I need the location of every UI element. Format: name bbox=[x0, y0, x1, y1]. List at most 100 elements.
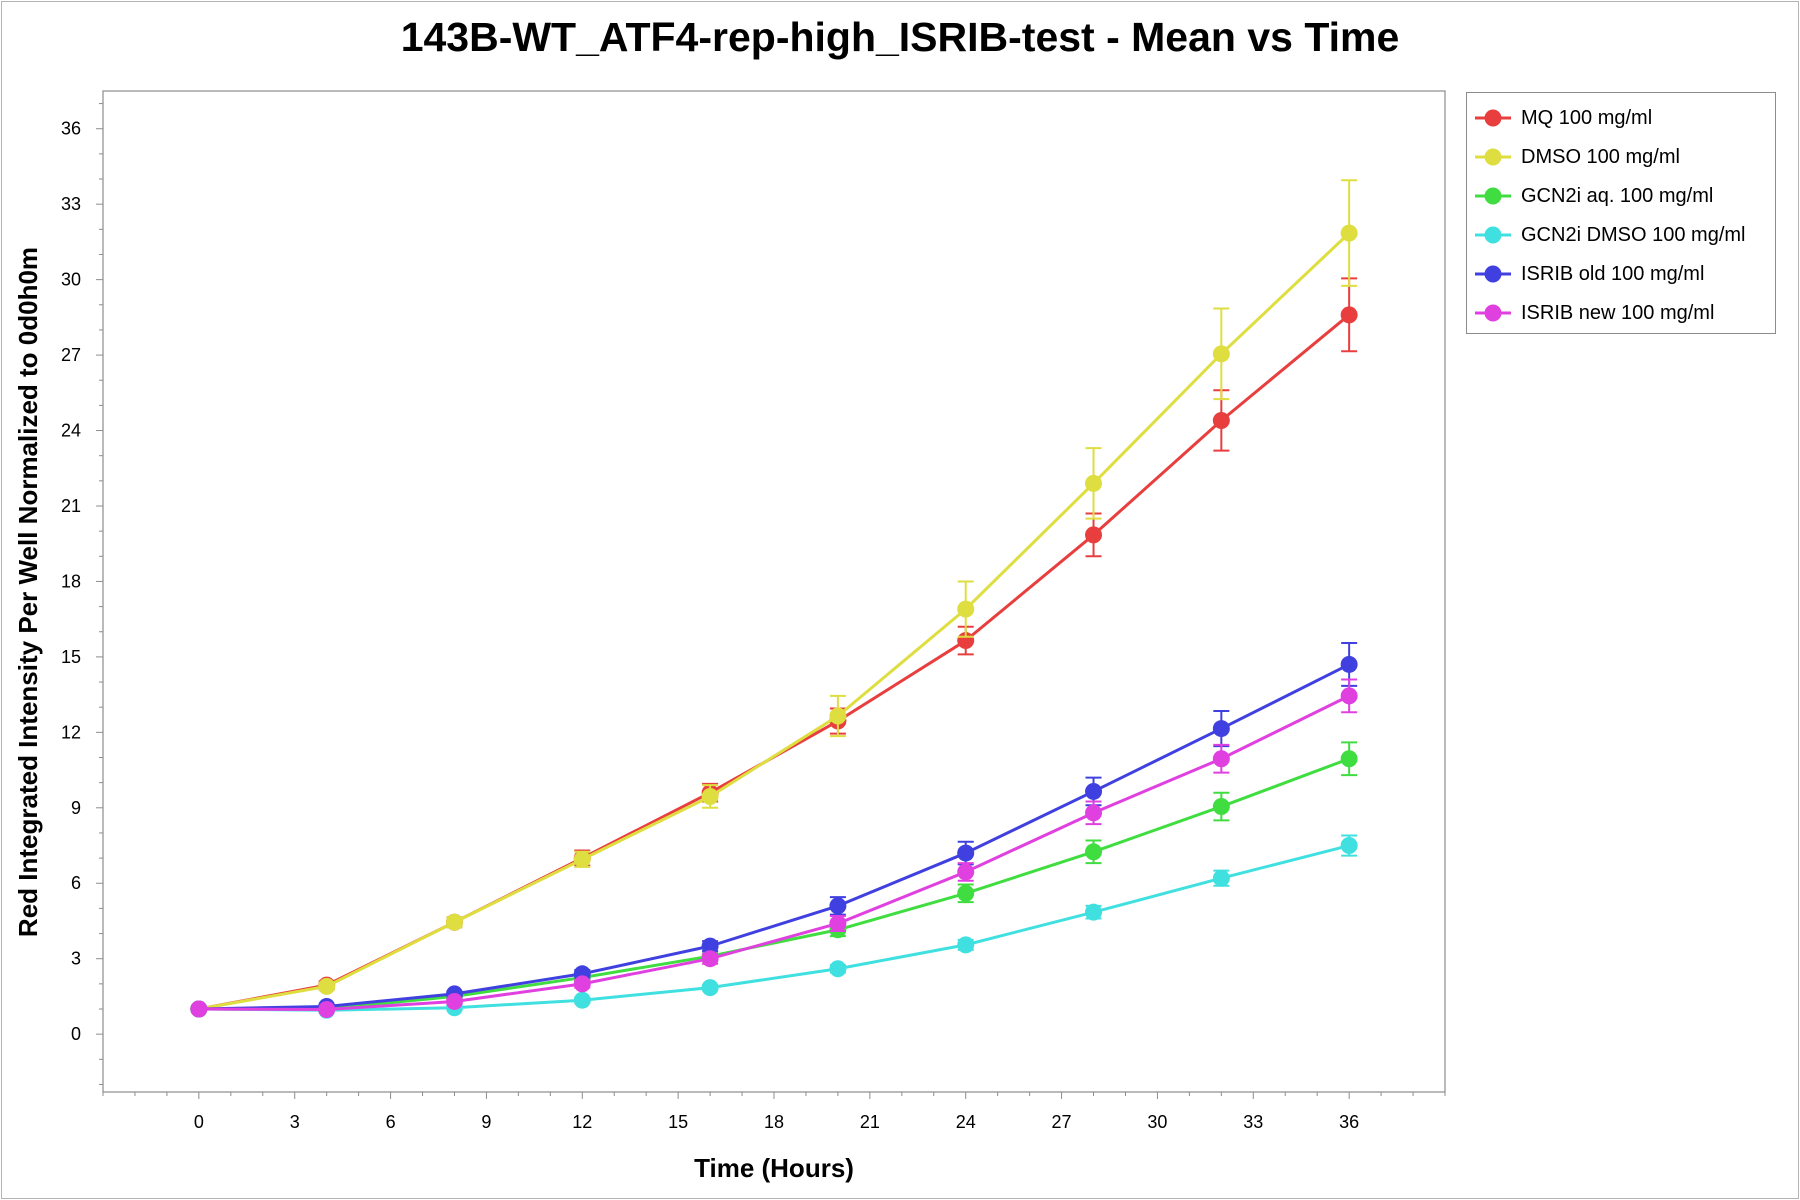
data-point bbox=[1340, 224, 1358, 242]
legend-swatch-marker bbox=[1484, 109, 1502, 127]
data-point bbox=[957, 844, 975, 862]
y-tick-label: 36 bbox=[61, 119, 81, 139]
data-point bbox=[1212, 411, 1230, 429]
legend-label: DMSO 100 mg/ml bbox=[1521, 146, 1680, 168]
legend-item: GCN2i aq. 100 mg/ml bbox=[1467, 179, 1775, 213]
x-tick-label: 27 bbox=[1052, 1112, 1072, 1132]
legend-item: ISRIB new 100 mg/ml bbox=[1467, 296, 1775, 330]
data-point bbox=[573, 991, 591, 1009]
x-tick-label: 15 bbox=[668, 1112, 688, 1132]
data-point bbox=[1340, 306, 1358, 324]
data-point bbox=[1212, 345, 1230, 363]
data-point bbox=[1212, 720, 1230, 738]
y-tick-label: 30 bbox=[61, 270, 81, 290]
series-layer bbox=[190, 179, 1358, 1019]
data-point bbox=[1085, 474, 1103, 492]
legend-swatch bbox=[1475, 109, 1511, 127]
legend-item: MQ 100 mg/ml bbox=[1467, 101, 1775, 135]
data-point bbox=[190, 1000, 208, 1018]
legend-swatch bbox=[1475, 226, 1511, 244]
legend: MQ 100 mg/ml DMSO 100 mg/ml GCN2i aq. 100 … bbox=[1466, 92, 1776, 334]
legend-swatch-marker bbox=[1484, 148, 1502, 166]
legend-swatch bbox=[1475, 187, 1511, 205]
legend-label: MQ 100 mg/ml bbox=[1521, 107, 1653, 129]
y-tick-label: 12 bbox=[61, 722, 81, 742]
data-point bbox=[1212, 869, 1230, 887]
data-point bbox=[957, 863, 975, 881]
data-point bbox=[1212, 750, 1230, 768]
x-tick-label: 6 bbox=[386, 1112, 396, 1132]
data-point bbox=[1085, 526, 1103, 544]
data-point bbox=[829, 897, 847, 915]
legend-label: GCN2i aq. 100 mg/ml bbox=[1521, 185, 1714, 207]
legend-swatch bbox=[1475, 265, 1511, 283]
data-point bbox=[829, 707, 847, 725]
y-tick-label: 0 bbox=[71, 1024, 81, 1044]
legend-item: DMSO 100 mg/ml bbox=[1467, 140, 1775, 174]
data-point bbox=[1212, 798, 1230, 816]
series-line bbox=[198, 757, 1350, 1011]
series-line bbox=[198, 844, 1350, 1012]
x-tick-label: 33 bbox=[1243, 1112, 1263, 1132]
legend-swatch-marker bbox=[1484, 226, 1502, 244]
data-point bbox=[1340, 837, 1358, 855]
x-tick-label: 30 bbox=[1147, 1112, 1167, 1132]
legend-swatch-marker bbox=[1484, 265, 1502, 283]
data-point bbox=[701, 787, 719, 805]
axes-layer: 0 3 6 9 12 15 18 21 24 27 30 33 36036912151821242730… bbox=[61, 103, 1446, 1132]
x-tick-label: 3 bbox=[290, 1112, 300, 1132]
y-axis-title: Red Integrated Intensity Per Well Normal… bbox=[13, 247, 43, 937]
y-tick-label: 9 bbox=[71, 798, 81, 818]
data-point bbox=[1340, 750, 1358, 768]
data-point bbox=[957, 936, 975, 954]
data-point bbox=[318, 1001, 336, 1019]
data-point bbox=[1085, 782, 1103, 800]
series-line bbox=[198, 232, 1351, 1011]
data-point bbox=[701, 979, 719, 997]
data-point bbox=[573, 850, 591, 868]
data-point bbox=[573, 975, 591, 993]
data-point bbox=[701, 950, 719, 968]
data-point bbox=[445, 992, 463, 1010]
y-tick-label: 15 bbox=[61, 647, 81, 667]
x-tick-label: 0 bbox=[194, 1112, 204, 1132]
y-tick-label: 21 bbox=[61, 496, 81, 516]
legend-item: GCN2i DMSO 100 mg/ml bbox=[1467, 218, 1775, 252]
y-tick-label: 27 bbox=[61, 345, 81, 365]
data-point bbox=[957, 884, 975, 902]
data-point bbox=[445, 913, 463, 931]
y-tick-label: 18 bbox=[61, 571, 81, 591]
chart-title: 143B-WT_ATF4-rep-high_ISRIB-test - Mean … bbox=[400, 14, 1400, 60]
data-point bbox=[1340, 687, 1358, 705]
x-axis-title: Time (Hours) bbox=[694, 1153, 854, 1183]
data-point bbox=[957, 600, 975, 618]
series-line bbox=[198, 694, 1350, 1012]
data-point bbox=[1085, 804, 1103, 822]
legend-label: GCN2i DMSO 100 mg/ml bbox=[1521, 224, 1746, 246]
legend-label: ISRIB old 100 mg/ml bbox=[1521, 263, 1705, 285]
data-point bbox=[829, 960, 847, 978]
y-tick-label: 24 bbox=[61, 421, 81, 441]
series-line bbox=[198, 663, 1350, 1011]
series-isrib-new-100-mg-ml bbox=[190, 678, 1358, 1019]
data-point bbox=[829, 914, 847, 932]
x-tick-label: 9 bbox=[481, 1112, 491, 1132]
legend-swatch-marker bbox=[1484, 187, 1502, 205]
x-tick-label: 18 bbox=[764, 1112, 784, 1132]
legend-swatch bbox=[1475, 304, 1511, 322]
data-point bbox=[1085, 903, 1103, 921]
x-tick-label: 12 bbox=[572, 1112, 592, 1132]
data-point bbox=[1085, 843, 1103, 861]
y-tick-label: 3 bbox=[71, 949, 81, 969]
legend-label: ISRIB new 100 mg/ml bbox=[1521, 302, 1715, 324]
data-point bbox=[318, 977, 336, 995]
x-tick-label: 36 bbox=[1339, 1112, 1359, 1132]
y-tick-label: 33 bbox=[61, 194, 81, 214]
x-tick-label: 24 bbox=[956, 1112, 976, 1132]
data-point bbox=[701, 937, 719, 955]
x-tick-label: 21 bbox=[860, 1112, 880, 1132]
data-point bbox=[1340, 655, 1358, 673]
legend-swatch-marker bbox=[1484, 304, 1502, 322]
legend-swatch bbox=[1475, 148, 1511, 166]
